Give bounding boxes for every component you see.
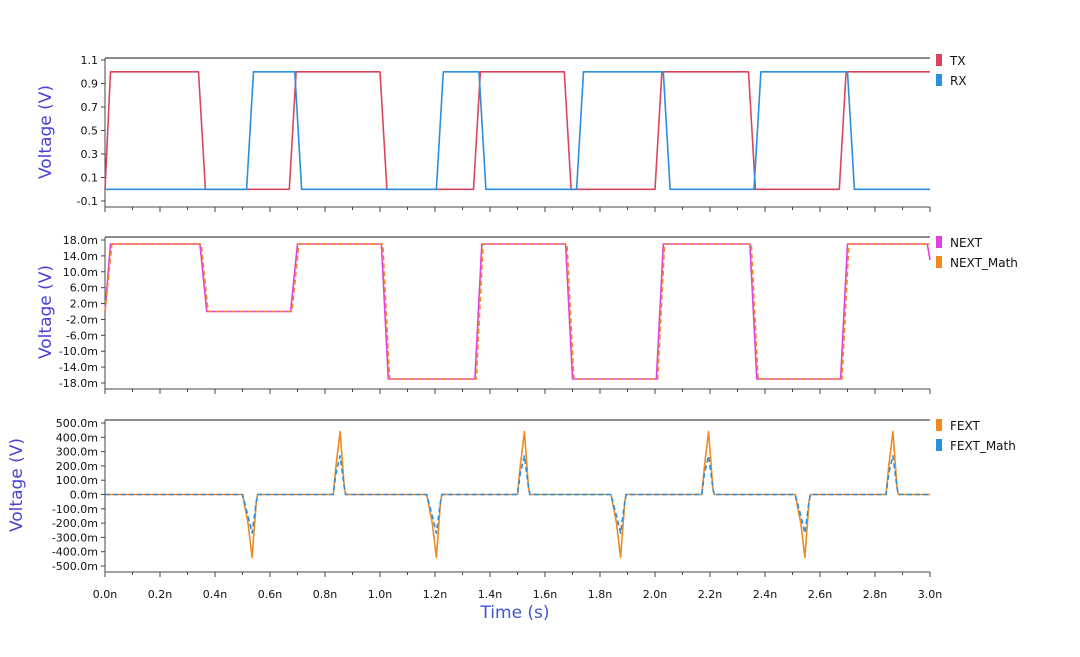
y-tick-label: 18.0m <box>63 234 98 247</box>
legend-swatch <box>936 419 942 431</box>
x-axis-label: Time (s) <box>479 603 549 623</box>
y-tick-label: 0.1 <box>81 172 99 185</box>
legend-label: FEXT <box>950 419 980 433</box>
x-tick-label: 2.2n <box>698 588 722 601</box>
y-tick-label: 200.0m <box>56 460 98 473</box>
y-tick-label: 500.0m <box>56 417 98 430</box>
x-tick-label: 1.0n <box>368 588 392 601</box>
legend-label: NEXT_Math <box>950 256 1018 270</box>
y-axis-label: Voltage (V) <box>36 265 56 359</box>
legend-label: TX <box>949 54 966 68</box>
x-tick-label: 2.0n <box>643 588 667 601</box>
y-tick-label: -2.0m <box>66 313 98 326</box>
y-tick-label: -18.0m <box>59 377 98 390</box>
y-tick-label: 0.3 <box>81 148 99 161</box>
legend-swatch <box>936 256 942 268</box>
y-tick-label: 10.0m <box>63 266 98 279</box>
x-tick-label: 0.8n <box>313 588 337 601</box>
y-tick-label: -400.0m <box>52 546 98 559</box>
waveform-panel-2: 18.0m 14.0m 10.0m 6.0m 2.0m -2.0m -6.0m -10.0m -… <box>36 234 1018 394</box>
y-tick-label: -14.0m <box>59 361 98 374</box>
y-tick-label: 0.7 <box>81 101 99 114</box>
series-line-next-math <box>104 243 930 380</box>
x-tick-label: 0.4n <box>203 588 227 601</box>
y-tick-label: 0.5 <box>81 125 99 138</box>
x-tick-label: 1.8n <box>588 588 612 601</box>
y-tick-label: -300.0m <box>52 531 98 544</box>
y-tick-label: 0.0m <box>70 489 98 502</box>
x-tick-label: 2.6n <box>808 588 832 601</box>
y-axis-label: Voltage (V) <box>7 438 27 532</box>
x-tick-label: 2.8n <box>863 588 887 601</box>
y-tick-label: 0.9 <box>81 78 99 91</box>
x-tick-label: 0.0n <box>93 588 117 601</box>
legend-label: FEXT_Math <box>950 439 1016 453</box>
series-line-rx <box>105 71 930 191</box>
y-tick-label: -500.0m <box>52 560 98 573</box>
series-line-next <box>104 243 931 380</box>
x-tick-label: 0.6n <box>258 588 282 601</box>
legend-label: NEXT <box>950 236 983 250</box>
y-tick-label: -100.0m <box>52 503 98 516</box>
y-tick-label: 14.0m <box>63 250 98 263</box>
legend-swatch <box>936 54 942 66</box>
series-line-fext-math <box>105 455 930 534</box>
x-tick-label: 1.2n <box>423 588 447 601</box>
waveform-panel-1: 1.1 0.9 0.7 0.5 0.3 0.1 -0.1 Voltage (V) TX RX <box>36 54 967 212</box>
legend-swatch <box>936 74 942 86</box>
legend-swatch <box>936 439 942 451</box>
x-tick-label: 1.6n <box>533 588 557 601</box>
series-line-tx <box>104 71 930 191</box>
y-tick-label: 1.1 <box>81 54 99 67</box>
y-tick-label: 2.0m <box>70 298 98 311</box>
y-tick-label: -6.0m <box>66 329 98 342</box>
x-tick-label: 1.4n <box>478 588 502 601</box>
x-tick-label: 0.2n <box>148 588 172 601</box>
y-tick-label: 400.0m <box>56 431 98 444</box>
y-tick-label: 6.0m <box>70 282 98 295</box>
y-tick-label: -10.0m <box>59 345 98 358</box>
legend-label: RX <box>950 74 967 88</box>
y-tick-label: -0.1 <box>77 195 98 208</box>
y-tick-label: -200.0m <box>52 517 98 530</box>
y-axis-label: Voltage (V) <box>36 85 56 179</box>
y-tick-label: 300.0m <box>56 446 98 459</box>
x-tick-label: 3.0n <box>918 588 942 601</box>
x-tick-label: 2.4n <box>753 588 777 601</box>
legend-swatch <box>936 236 942 248</box>
y-tick-label: 100.0m <box>56 474 98 487</box>
